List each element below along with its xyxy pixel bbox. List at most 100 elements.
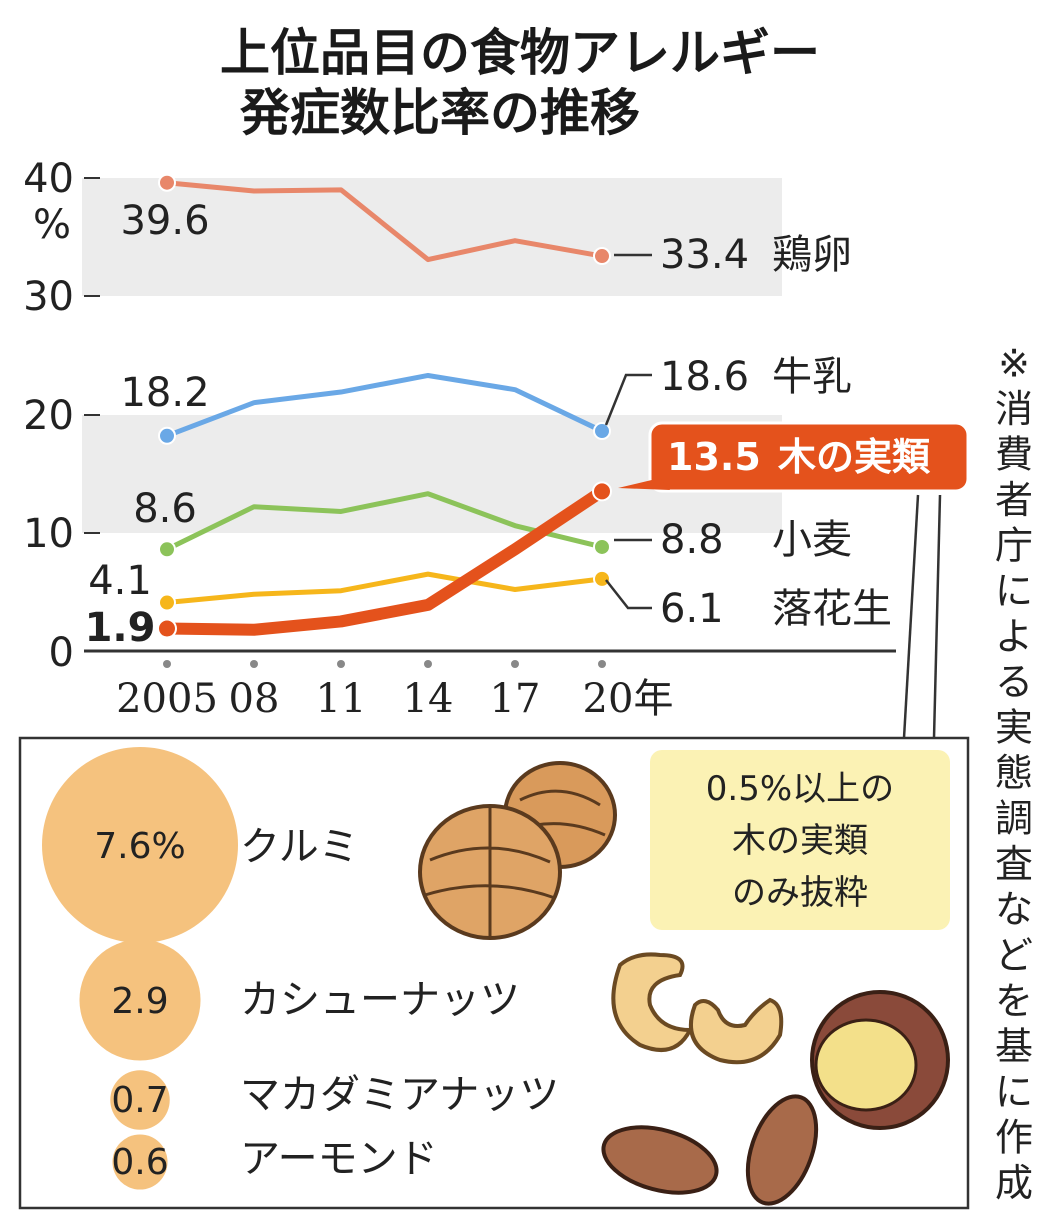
y-tick-label-10: 10 — [23, 511, 74, 557]
wheat-start-label: 8.6 — [133, 486, 197, 532]
x-tick-dot-11 — [337, 660, 345, 668]
tree-nuts-panel — [18, 736, 970, 1210]
treenut-point-2020 — [592, 481, 612, 502]
source-note-char-2: 費 — [995, 432, 1033, 476]
source-note-char-9: 態 — [995, 751, 1033, 795]
treenut-start-label: 1.9 — [85, 605, 156, 651]
treenut-series-name: 木の実類 — [778, 435, 931, 479]
band-30-40 — [82, 178, 782, 296]
peanut-point-2020 — [593, 569, 611, 588]
bubble-2 — [110, 1070, 170, 1130]
source-note-char-15: 基 — [995, 1024, 1033, 1068]
note-box — [650, 750, 950, 930]
source-note-char-3: 者 — [995, 478, 1033, 522]
source-note-char-7: る — [995, 660, 1033, 704]
series-lines — [157, 173, 612, 639]
walnut-illustration — [418, 761, 617, 940]
macadamia-name: マカダミアナッツ — [240, 1072, 559, 1118]
peanut-line — [164, 571, 605, 606]
source-note-char-6: よ — [995, 615, 1033, 659]
source-note-char-14: を — [995, 979, 1033, 1023]
wheat-point-2020 — [593, 537, 611, 556]
y-unit-label: % — [33, 202, 71, 248]
tree-nut-bubbles — [42, 747, 238, 1190]
x-tick-dot-08 — [250, 660, 258, 668]
panel-leader-right — [932, 494, 942, 739]
milk-series-name: 牛乳 — [772, 354, 852, 400]
chart-title-line-1: 上位品目の食物アレルギー — [220, 24, 820, 82]
x-tick-dot-17 — [511, 660, 519, 668]
x-tick-label-14: 14 — [403, 676, 454, 722]
treenut-point-2005 — [157, 618, 177, 639]
panel-leader-left — [902, 494, 920, 739]
egg-point-2005 — [158, 173, 176, 192]
y-tick-label-20: 20 — [23, 393, 74, 439]
cashew-name: カシューナッツ — [240, 977, 520, 1023]
source-note-char-13: ど — [995, 933, 1033, 977]
note-line-3: のみ抜粋 — [732, 873, 868, 913]
egg-end-value: 33.4 — [660, 232, 749, 278]
walnut-name: クルミ — [240, 824, 359, 870]
walnut-value: 7.6% — [94, 826, 185, 867]
x-tick-dot-14 — [424, 660, 432, 668]
bubble-1 — [79, 939, 201, 1061]
peanut-point-2005 — [158, 593, 176, 612]
bubble-0 — [42, 747, 238, 943]
source-note-char-0: ※ — [998, 341, 1030, 385]
macadamia-illustration — [810, 990, 950, 1130]
treenut-callout-pointer — [618, 478, 670, 490]
x-tick-label-20: 20年 — [583, 676, 674, 722]
almond-value: 0.6 — [111, 1142, 168, 1183]
note-line-2: 木の実類 — [732, 821, 868, 861]
chart-title-line-2: 発症数比率の推移 — [240, 84, 640, 142]
x-tick-label-11: 11 — [316, 676, 367, 722]
source-note-char-5: に — [995, 569, 1033, 613]
peanut-leader — [605, 579, 652, 610]
egg-start-label: 39.6 — [120, 198, 209, 244]
treenut-callout-box — [648, 421, 970, 493]
milk-point-2005 — [158, 426, 176, 445]
source-note-char-10: 調 — [995, 797, 1033, 841]
milk-start-label: 18.2 — [120, 370, 209, 416]
x-tick-dot-2005 — [163, 660, 171, 668]
wheat-point-2005 — [158, 540, 176, 559]
note-line-1: 0.5%以上の — [706, 769, 894, 809]
x-axis: 2005 08 11 14 17 20年 — [116, 660, 673, 722]
treenut-line — [161, 485, 608, 636]
wheat-end-value: 8.8 — [660, 517, 724, 563]
bubble-3 — [112, 1134, 168, 1190]
y-axis: 40 % 30 20 10 0 — [23, 156, 100, 676]
peanut-end-value: 6.1 — [660, 586, 724, 632]
egg-series-name: 鶏卵 — [772, 232, 852, 278]
x-tick-dot-20 — [598, 660, 606, 668]
peanut-start-label: 4.1 — [88, 558, 152, 604]
egg-point-2020 — [593, 247, 611, 266]
y-tick-label-30: 30 — [23, 274, 74, 320]
source-note-char-17: 作 — [995, 1115, 1033, 1159]
x-tick-label-08: 08 — [229, 676, 280, 722]
wheat-series-name: 小麦 — [772, 517, 852, 563]
source-note-char-8: 実 — [995, 706, 1033, 750]
treenut-end-value: 13.5 — [667, 435, 761, 479]
egg-line — [164, 180, 605, 263]
peanut-series-name: 落花生 — [772, 586, 892, 632]
source-note-char-12: な — [995, 888, 1033, 932]
almond-illustration — [601, 1094, 819, 1206]
macadamia-value: 0.7 — [111, 1080, 168, 1121]
wheat-line — [164, 491, 605, 552]
milk-leader — [604, 373, 652, 426]
source-note-char-4: 庁 — [995, 524, 1033, 568]
almond-name: アーモンド — [240, 1136, 438, 1182]
milk-line — [164, 372, 605, 439]
milk-end-value: 18.6 — [660, 354, 749, 400]
source-note-char-11: 査 — [995, 842, 1033, 886]
cashew-value: 2.9 — [111, 981, 168, 1022]
y-tick-label-0: 0 — [49, 630, 74, 676]
source-note-char-18: 成 — [995, 1161, 1033, 1205]
source-note-char-1: 消 — [995, 387, 1033, 431]
source-note-char-16: に — [995, 1070, 1033, 1114]
x-tick-label-17: 17 — [490, 676, 541, 722]
milk-point-2020 — [593, 422, 611, 441]
y-tick-label-40: 40 — [23, 156, 74, 202]
